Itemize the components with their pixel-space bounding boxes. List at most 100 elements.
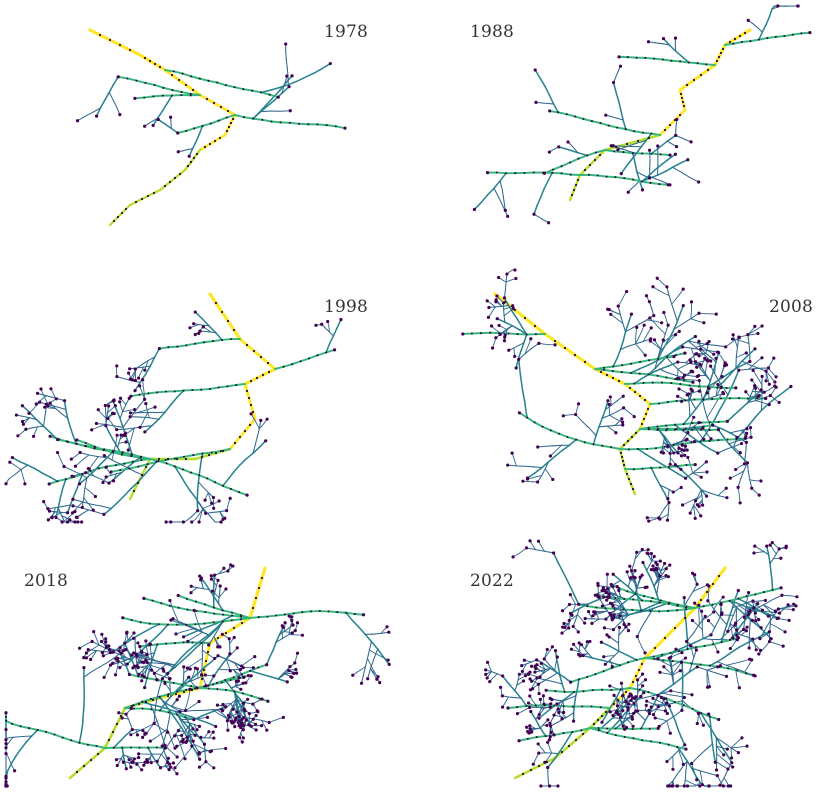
tree-node — [646, 40, 651, 44]
tree-edge — [201, 641, 204, 651]
tree-edge — [144, 81, 156, 86]
tree-node — [224, 587, 228, 591]
tree-node — [548, 109, 552, 113]
tree-node — [54, 515, 58, 520]
tree-edge — [505, 280, 510, 283]
tree-edge — [711, 400, 718, 410]
tree-edge — [752, 23, 759, 29]
tree-edge — [571, 729, 583, 733]
tree-node — [96, 408, 100, 412]
tree-node — [203, 603, 206, 606]
tree-node — [181, 468, 184, 471]
tree-edge — [123, 653, 127, 658]
tree-edge — [637, 448, 647, 455]
tree-edge — [358, 626, 366, 636]
tree-node — [724, 486, 728, 490]
tree-edge — [620, 371, 632, 374]
tree-node — [635, 56, 638, 59]
tree-edge — [78, 501, 83, 506]
tree-edge — [700, 389, 703, 400]
tree-edge — [249, 666, 260, 672]
tree-edge — [664, 316, 668, 322]
tree-edge — [156, 390, 167, 394]
tree-node — [130, 760, 135, 765]
tree-edge — [196, 481, 200, 493]
tree-node — [298, 122, 301, 125]
tree-edge — [81, 714, 84, 725]
tree-edge — [164, 762, 167, 767]
tree-node — [655, 276, 659, 280]
tree-edge — [26, 464, 36, 470]
tree-node — [127, 758, 131, 762]
tree-node — [276, 95, 280, 99]
tree-node — [623, 177, 626, 180]
tree-node — [674, 144, 679, 149]
tree-edge — [236, 671, 241, 676]
tree-edge — [195, 617, 200, 626]
tree-node — [301, 611, 304, 614]
tree-edge — [663, 292, 670, 297]
tree-node — [640, 422, 644, 426]
tree-node — [152, 95, 155, 98]
tree-edge — [168, 687, 171, 692]
tree-edge — [328, 324, 330, 329]
tree-node — [207, 687, 210, 690]
tree-node — [602, 368, 605, 371]
tree-edge — [200, 387, 211, 391]
tree-edge — [735, 746, 743, 748]
tree-node — [737, 368, 741, 372]
tree-edge — [715, 737, 725, 744]
tree-edge — [546, 650, 551, 656]
tree-node — [31, 434, 36, 438]
tree-edge — [688, 401, 691, 410]
tree-edge — [539, 727, 547, 737]
tree-node — [131, 636, 136, 640]
tree-edge — [37, 425, 45, 428]
tree-node — [622, 463, 626, 467]
tree-edge — [741, 360, 751, 366]
tree-edge — [228, 417, 257, 451]
tree-edge — [768, 8, 773, 18]
tree-node — [661, 451, 666, 455]
tree-node — [748, 426, 753, 430]
tree-edge — [367, 657, 372, 667]
tree-node — [547, 221, 551, 225]
tree-edge — [93, 447, 105, 452]
tree-edge — [134, 631, 144, 638]
tree-edge — [654, 361, 662, 370]
tree-edge — [11, 722, 22, 728]
tree-node — [633, 130, 636, 133]
tree-node — [686, 158, 690, 162]
tree-node — [628, 386, 632, 390]
tree-edge — [635, 340, 644, 345]
tree-edge — [553, 704, 565, 708]
tree-node — [127, 396, 131, 400]
tree-node — [231, 117, 235, 121]
tree-node — [507, 348, 511, 352]
tree-edge — [283, 627, 290, 633]
tree-node — [800, 32, 803, 35]
tree-node — [731, 333, 735, 337]
tree-node — [192, 454, 195, 457]
tree-edge — [149, 458, 160, 462]
tree-node — [121, 760, 125, 764]
tree-edge — [601, 414, 611, 419]
tree-edge — [635, 337, 640, 345]
tree-node — [189, 591, 193, 595]
tree-node — [161, 667, 165, 671]
tree-edge — [694, 319, 700, 322]
tree-edge — [158, 726, 164, 731]
tree-node — [279, 121, 282, 124]
tree-node — [229, 678, 232, 681]
tree-edge — [30, 729, 39, 737]
tree-node — [199, 735, 203, 740]
tree-node — [707, 339, 711, 344]
tree-edge — [324, 327, 331, 333]
tree-node — [587, 173, 590, 176]
tree-node — [175, 698, 179, 702]
tree-edge — [611, 310, 617, 314]
tree-edge — [61, 478, 67, 490]
tree-node — [176, 729, 181, 733]
tree-node — [108, 38, 112, 42]
tree-node — [607, 402, 611, 407]
